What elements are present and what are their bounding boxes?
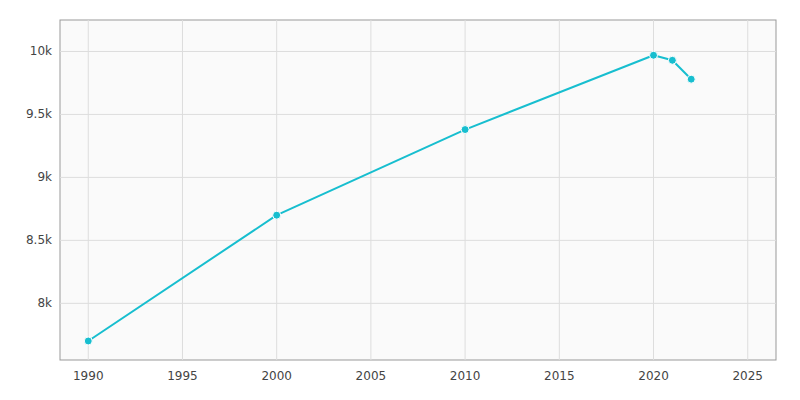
tick-label-x: 2000 — [261, 369, 292, 383]
grid-line-x — [465, 20, 466, 360]
tick-label-x: 2025 — [732, 369, 763, 383]
grid-line-y — [60, 177, 776, 178]
grid — [60, 20, 776, 360]
tick-label-x: 2010 — [450, 369, 481, 383]
tick-label-x: 1990 — [73, 369, 104, 383]
grid-line-y — [60, 240, 776, 241]
grid-line-y — [60, 51, 776, 52]
grid-line-y — [60, 303, 776, 304]
tick-label-x: 1995 — [167, 369, 198, 383]
point — [687, 75, 695, 83]
line — [88, 55, 691, 341]
tick-label-y: 9.5k — [26, 107, 52, 121]
axes: 8k 8.5k 9k 9.5k 10k 1990 1995 2000 2005 2010 2015 2… — [26, 44, 763, 383]
grid-line-x — [276, 20, 277, 360]
grid-line-x — [653, 20, 654, 360]
point — [461, 126, 469, 134]
point — [650, 51, 658, 59]
series — [84, 51, 695, 345]
tick-label-y: 10k — [30, 44, 52, 58]
tick-label-x: 2020 — [638, 369, 669, 383]
grid-line-x — [559, 20, 560, 360]
grid-line-x — [370, 20, 371, 360]
grid-line-x — [88, 20, 89, 360]
grid-line-x — [182, 20, 183, 360]
point — [668, 56, 676, 64]
point — [273, 211, 281, 219]
tick-label-x: 2015 — [544, 369, 575, 383]
tick-label-y: 8.5k — [26, 233, 52, 247]
tick-label-y: 9k — [37, 170, 52, 184]
chart-container: 8k 8.5k 9k 9.5k 10k 1990 1995 2000 2005 2010 2015 2… — [0, 0, 800, 400]
point — [84, 337, 92, 345]
tick-label-x: 2005 — [356, 369, 387, 383]
chart: 8k 8.5k 9k 9.5k 10k 1990 1995 2000 2005 2010 2015 2… — [0, 0, 800, 400]
tick-label-y: 8k — [37, 296, 52, 310]
plot-frame — [60, 20, 776, 360]
grid-line-y — [60, 114, 776, 115]
grid-line-x — [747, 20, 748, 360]
